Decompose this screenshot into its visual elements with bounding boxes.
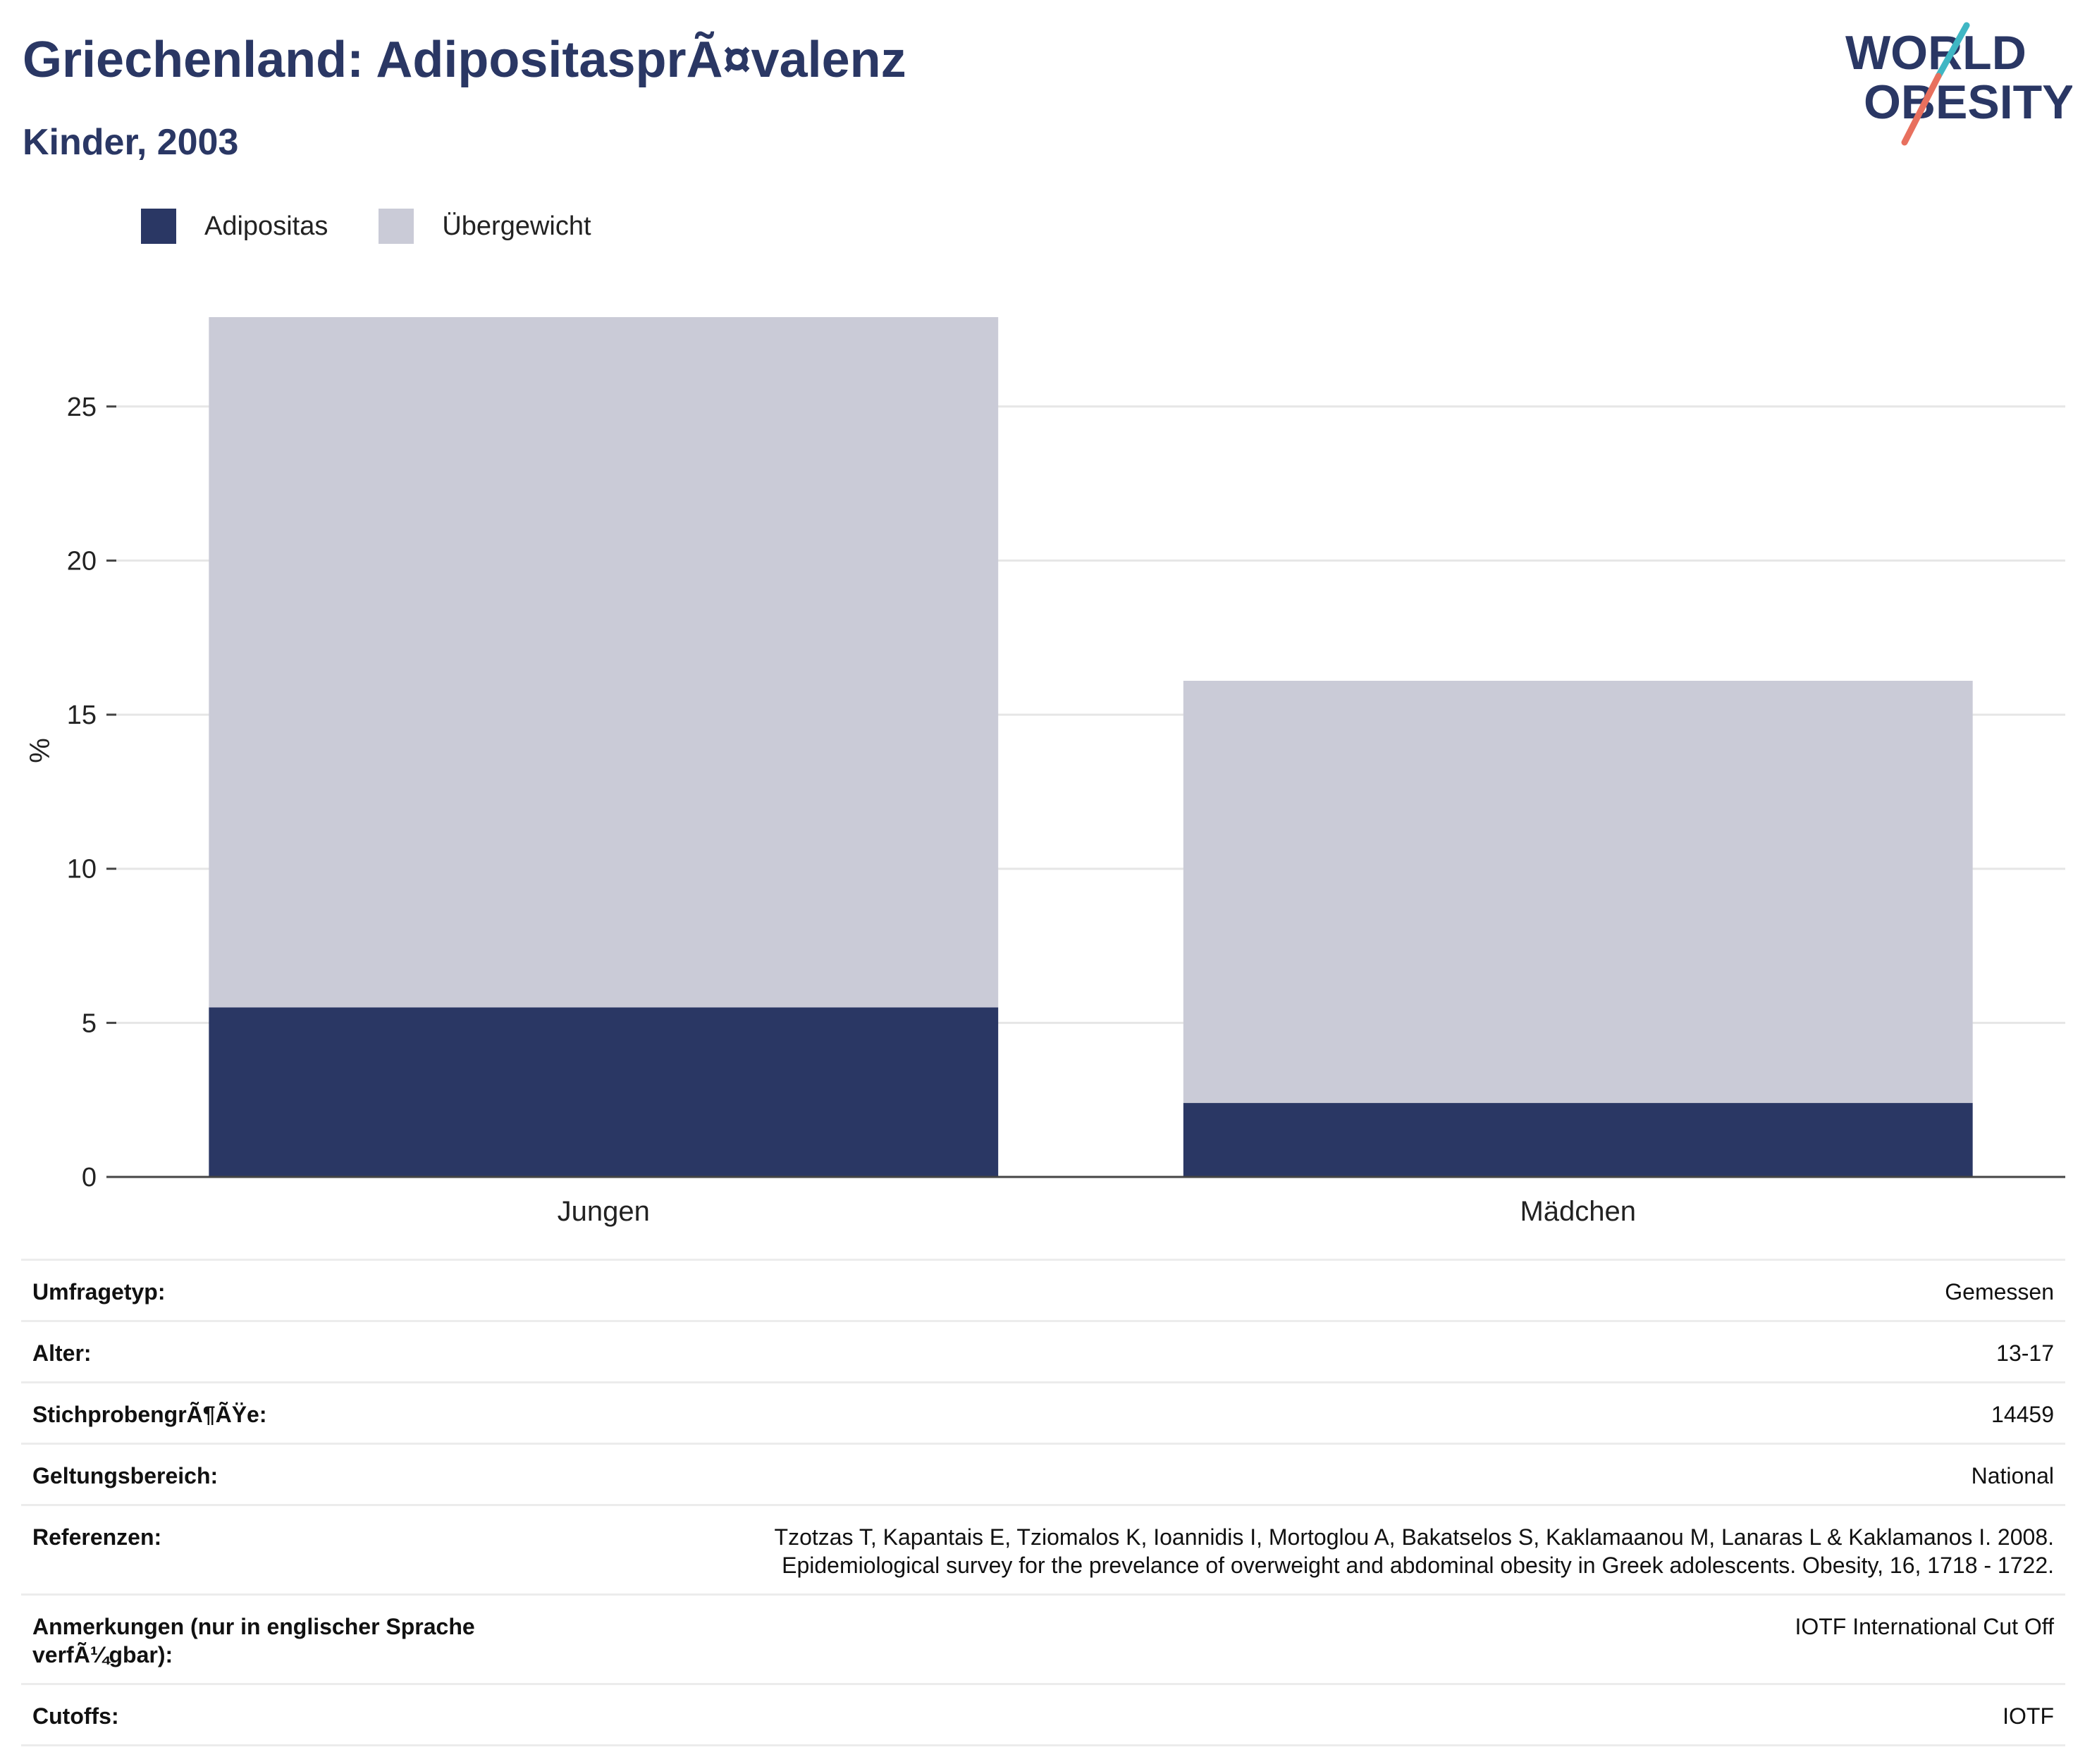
detail-key: StichprobengrÃ¶ÃŸe: <box>21 1381 537 1445</box>
legend-swatch-obesity <box>141 209 176 244</box>
legend-label-obesity: Adipositas <box>204 211 328 241</box>
logo-line-2: OBESITY <box>1864 75 2072 129</box>
detail-value: IOTF <box>537 1683 2065 1746</box>
detail-value-line: Epidemiological survey for the prevelanc… <box>782 1553 2054 1578</box>
legend-label-overweight: Übergewicht <box>442 211 591 241</box>
detail-key: Referenzen: <box>21 1504 537 1596</box>
detail-value: 14459 <box>537 1381 2065 1445</box>
stacked-bar-chart: 0 5 10 15 20 25% Jungen Mädchen <box>25 316 2065 1227</box>
logo-slash-coral <box>1901 73 1942 146</box>
detail-value: National <box>537 1443 2065 1506</box>
detail-row: Alter: 13-17 <box>21 1320 2065 1383</box>
detail-key: Alter: <box>21 1320 537 1383</box>
survey-details-table: Umfragetyp: Gemessen Alter: 13-17 Stichprobe… <box>21 1259 2065 1746</box>
detail-key-line: Anmerkungen (nur in englischer Sprache <box>32 1614 475 1639</box>
detail-row: Referenzen: Tzotzas T, Kapantais E, Tziom… <box>21 1504 2065 1596</box>
detail-value: Gemessen <box>537 1259 2065 1322</box>
y-tick-label: 15 <box>67 701 97 730</box>
y-tick-label: 0 <box>82 1163 97 1192</box>
y-axis-label: % <box>25 738 56 763</box>
y-tick-label: 25 <box>67 393 97 422</box>
logo-line-1: WORLD <box>1845 26 2026 80</box>
detail-row: StichprobengrÃ¶ÃŸe: 14459 <box>21 1381 2065 1445</box>
chart-legend: Adipositas Übergewicht <box>141 209 642 244</box>
bar-obesity-0[interactable] <box>209 1007 999 1177</box>
detail-row: Cutoffs: IOTF <box>21 1683 2065 1746</box>
detail-value: Tzotzas T, Kapantais E, Tziomalos K, Ioa… <box>537 1504 2065 1596</box>
legend-swatch-overweight <box>379 209 414 244</box>
detail-key: Geltungsbereich: <box>21 1443 537 1506</box>
bar-overweight-1[interactable] <box>1183 680 1973 1104</box>
logo-slash-teal <box>1935 22 1970 80</box>
x-tick-label: Mädchen <box>1520 1196 1636 1227</box>
detail-key-line: verfÃ¼gbar): <box>32 1642 173 1667</box>
legend-item-obesity[interactable]: Adipositas <box>141 209 328 244</box>
detail-row: Umfragetyp: Gemessen <box>21 1259 2065 1322</box>
world-obesity-logo: WORLD OBESITY <box>1845 22 2072 146</box>
page-subtitle: Kinder, 2003 <box>23 122 239 163</box>
y-tick-label: 20 <box>67 546 97 576</box>
detail-value: 13-17 <box>537 1320 2065 1383</box>
bar-obesity-1[interactable] <box>1183 1103 1973 1177</box>
detail-key: Cutoffs: <box>21 1683 537 1746</box>
detail-row: Anmerkungen (nur in englischer Sprache ve… <box>21 1593 2065 1685</box>
bar-overweight-0[interactable] <box>209 316 999 1008</box>
legend-item-overweight[interactable]: Übergewicht <box>379 209 591 244</box>
page-title: Griechenland: AdipositasprÃ¤valenz <box>23 32 906 88</box>
detail-value: IOTF International Cut Off <box>537 1593 2065 1685</box>
y-tick-label: 10 <box>67 855 97 884</box>
detail-value-line: Tzotzas T, Kapantais E, Tziomalos K, Ioa… <box>774 1524 2054 1550</box>
x-tick-label: Jungen <box>558 1196 650 1227</box>
detail-key: Umfragetyp: <box>21 1259 537 1322</box>
detail-row: Geltungsbereich: National <box>21 1443 2065 1506</box>
detail-key: Anmerkungen (nur in englischer Sprache ve… <box>21 1593 537 1685</box>
y-tick-label: 5 <box>82 1009 97 1038</box>
